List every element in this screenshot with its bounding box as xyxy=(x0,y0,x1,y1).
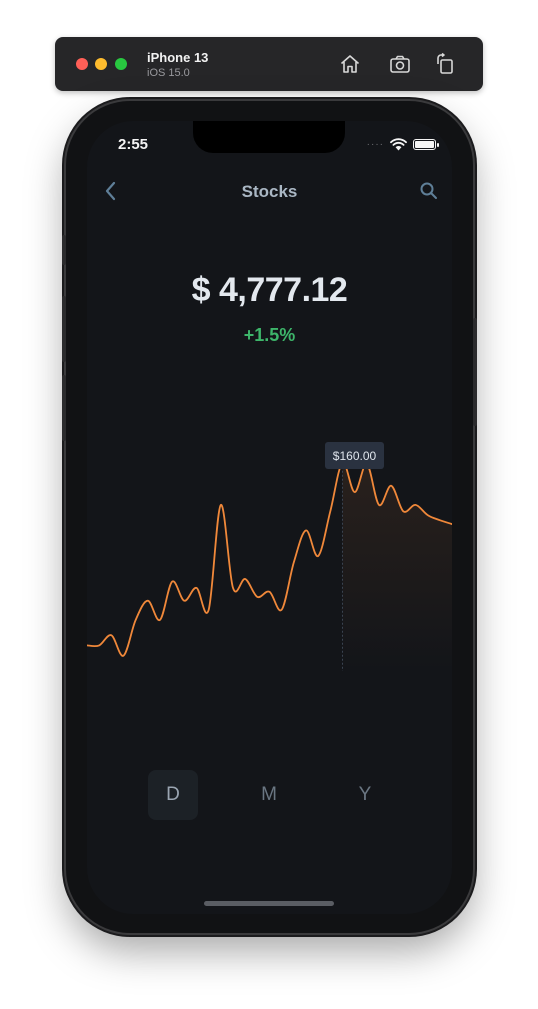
battery-icon xyxy=(413,138,439,150)
app-screen: 2:55 ···· Stocks $ 4,777.12 +1.5% xyxy=(87,121,452,914)
stock-chart[interactable] xyxy=(87,421,452,691)
zoom-window-button[interactable] xyxy=(115,58,127,70)
screenshot-button[interactable] xyxy=(388,52,412,76)
simulator-device-name: iPhone 13 xyxy=(147,50,209,65)
portfolio-value: $ 4,777.12 xyxy=(191,271,348,309)
range-tab-month[interactable]: M xyxy=(261,784,277,805)
chart-series-line xyxy=(87,461,452,657)
rotate-button[interactable] xyxy=(433,52,457,76)
status-icons: ···· xyxy=(366,137,439,151)
range-tab-day[interactable]: D xyxy=(148,770,198,820)
power-button xyxy=(473,318,477,426)
rotate-icon xyxy=(437,52,453,74)
minimize-window-button[interactable] xyxy=(95,58,107,70)
search-icon xyxy=(420,182,437,199)
volume-up-button xyxy=(62,296,66,362)
percent-change: +1.5% xyxy=(243,325,296,345)
wifi-icon xyxy=(390,137,407,150)
page-title: Stocks xyxy=(241,182,298,201)
range-tab-year[interactable]: Y xyxy=(358,784,372,805)
cellular-signal-icon: ···· xyxy=(366,138,384,150)
home-indicator xyxy=(204,901,334,906)
back-button[interactable] xyxy=(99,179,123,203)
status-time: 2:55 xyxy=(118,136,149,153)
simulator-toolbar: iPhone 13 iOS 15.0 xyxy=(55,37,483,91)
home-icon xyxy=(340,55,360,73)
chevron-left-icon xyxy=(105,181,116,201)
mute-switch xyxy=(62,235,66,265)
screenshot-icon xyxy=(390,55,410,73)
simulator-os-version: iOS 15.0 xyxy=(147,67,190,79)
search-button[interactable] xyxy=(418,180,440,202)
chart-area-fill xyxy=(342,462,452,671)
volume-down-button xyxy=(62,375,66,441)
close-window-button[interactable] xyxy=(76,58,88,70)
home-button[interactable] xyxy=(338,52,362,76)
notch xyxy=(193,121,345,153)
chart-tooltip: $160.00 xyxy=(325,442,384,469)
